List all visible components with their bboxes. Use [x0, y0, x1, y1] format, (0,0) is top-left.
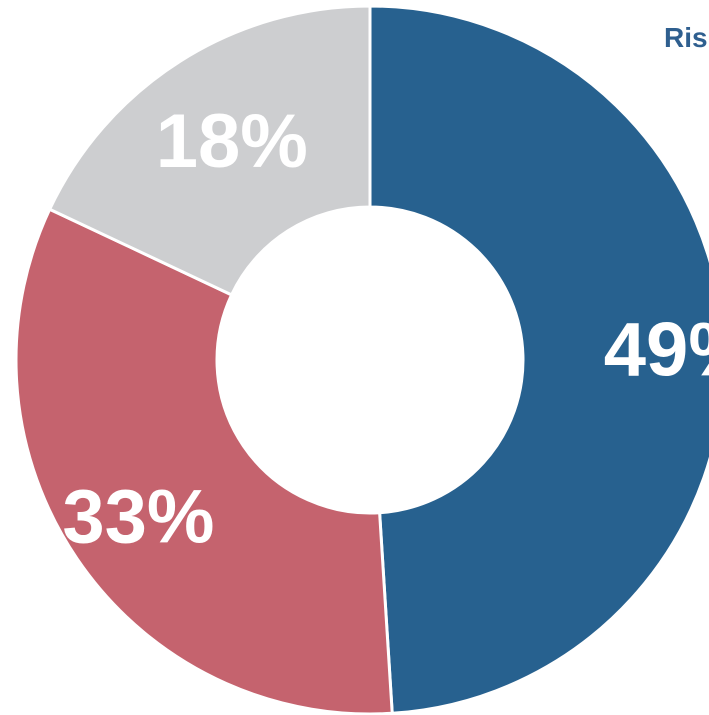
slice-label-2: 33%: [62, 474, 214, 559]
slice-label-3: 18%: [156, 99, 308, 184]
donut-slice-1: [368, 4, 709, 715]
clipped-title: Ris: [664, 22, 708, 53]
slice-label-1: 49%: [604, 307, 709, 392]
donut-slice-3: [47, 4, 372, 297]
donut-slice-2: [14, 207, 394, 715]
